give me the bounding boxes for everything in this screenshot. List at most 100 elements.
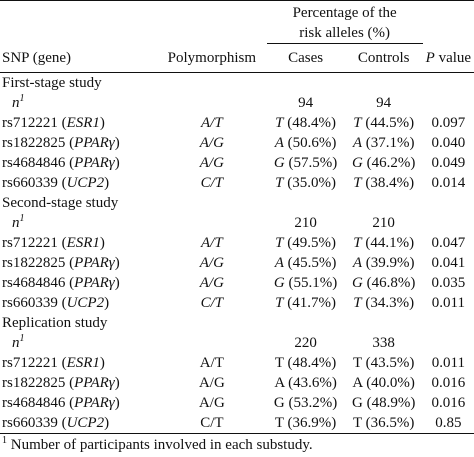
- p-value-cell: 0.041: [431, 255, 466, 271]
- snp-cell: rs1822825 (PPARγ): [2, 135, 120, 151]
- col-header-controls: Controls: [344, 43, 423, 73]
- p-value-cell: 0.016: [431, 375, 466, 391]
- section-title: Second-stage study: [2, 195, 119, 211]
- col-header-cases: Cases: [266, 43, 345, 73]
- snp-cell: rs712221 (ESR1): [2, 235, 105, 251]
- results-table: Percentage of the risk alleles (%) SNP (…: [0, 0, 474, 434]
- table-row: rs4684846 (PPARγ) A/G G (57.5%) G (46.2%) 0.…: [0, 153, 474, 173]
- p-value-cell: 0.035: [431, 275, 466, 291]
- controls-cell: A (40.0%): [352, 375, 415, 391]
- n-cases: 210: [294, 215, 317, 231]
- controls-cell: G (46.2%): [352, 155, 416, 171]
- polymorphism-cell: A/G: [199, 155, 224, 171]
- n-row: n1 210 210: [0, 213, 474, 233]
- cases-cell: T (48.4%): [275, 115, 336, 131]
- snp-cell: rs660339 (UCP2): [2, 295, 110, 311]
- section-row: Replication study: [0, 313, 474, 333]
- snp-cell: rs1822825 (PPARγ): [2, 255, 120, 271]
- cases-cell: G (53.2%): [273, 395, 338, 411]
- n-cases: 94: [298, 95, 314, 111]
- col-header-snp: SNP (gene): [0, 43, 158, 73]
- col-header-polymorphism: Polymorphism: [157, 43, 267, 73]
- n-controls: 338: [372, 335, 395, 351]
- cases-cell: T (36.9%): [266, 413, 345, 434]
- n-cases: 220: [294, 335, 317, 351]
- n-row: n1 220 338: [0, 333, 474, 353]
- table-row: rs1822825 (PPARγ) A/G A (43.6%) A (40.0%) 0.…: [0, 373, 474, 393]
- snp-cell: rs4684846 (PPARγ): [2, 155, 120, 171]
- group-header-line1: Percentage of the: [266, 0, 423, 23]
- table-row: rs712221 (ESR1) A/T T (48.4%) T (44.5%) 0.09…: [0, 113, 474, 133]
- snp-cell: rs660339 (UCP2): [2, 175, 110, 191]
- cases-cell: G (55.1%): [273, 275, 338, 291]
- controls-cell: T (34.3%): [353, 295, 415, 311]
- section-title: Replication study: [2, 315, 108, 331]
- footnote: 1 Number of participants involved in eac…: [2, 435, 313, 454]
- p-value-cell: 0.047: [431, 235, 466, 251]
- p-value-cell: 0.040: [431, 135, 466, 151]
- p-value-cell: 0.014: [431, 175, 466, 191]
- controls-cell: T (36.5%): [344, 413, 423, 434]
- p-value-cell: 0.097: [431, 115, 466, 131]
- polymorphism-cell: C/T: [157, 413, 267, 434]
- controls-cell: T (44.1%): [353, 235, 415, 251]
- polymorphism-cell: A/G: [198, 395, 225, 411]
- cases-cell: A (50.6%): [274, 135, 337, 151]
- cases-cell: T (48.4%): [274, 355, 337, 371]
- p-value-cell: 0.85: [422, 413, 474, 434]
- snp-cell: rs660339 (UCP2): [0, 413, 158, 434]
- table-row: rs712221 (ESR1) A/T T (48.4%) T (43.5%) 0.01…: [0, 353, 474, 373]
- table-row: rs712221 (ESR1) A/T T (49.5%) T (44.1%) 0.04…: [0, 233, 474, 253]
- n-controls: 210: [372, 215, 395, 231]
- polymorphism-cell: A/T: [201, 235, 223, 251]
- polymorphism-cell: A/T: [199, 355, 224, 371]
- controls-cell: T (43.5%): [352, 355, 415, 371]
- controls-cell: G (48.9%): [352, 395, 416, 411]
- table-row: rs4684846 (PPARγ) A/G G (55.1%) G (46.8%) 0.…: [0, 273, 474, 293]
- n-label: n1: [12, 93, 25, 112]
- polymorphism-cell: A/T: [201, 115, 223, 131]
- cases-cell: A (43.6%): [274, 375, 337, 391]
- p-value-cell: 0.016: [431, 395, 466, 411]
- table-row: rs660339 (UCP2) C/T T (35.0%) T (38.4%) 0.01…: [0, 173, 474, 193]
- n-label: n1: [12, 333, 25, 352]
- snp-cell: rs4684846 (PPARγ): [2, 275, 120, 291]
- controls-cell: G (46.8%): [352, 275, 416, 291]
- cases-cell: T (41.7%): [275, 295, 336, 311]
- n-row: n1 94 94: [0, 93, 474, 113]
- section-row: First-stage study: [0, 73, 474, 94]
- n-label: n1: [12, 213, 25, 232]
- section-title: First-stage study: [2, 75, 102, 91]
- polymorphism-cell: A/G: [199, 135, 224, 151]
- table-row: rs1822825 (PPARγ) A/G A (50.6%) A (37.1%) 0.…: [0, 133, 474, 153]
- p-value-cell: 0.049: [431, 155, 466, 171]
- group-header-line2: risk alleles (%): [266, 23, 423, 44]
- snp-cell: rs1822825 (PPARγ): [2, 375, 120, 391]
- col-header-p-value: P value: [422, 43, 474, 73]
- cases-cell: T (49.5%): [275, 235, 336, 251]
- snp-cell: rs712221 (ESR1): [2, 355, 105, 371]
- controls-cell: A (39.9%): [352, 255, 415, 271]
- cases-cell: T (35.0%): [275, 175, 336, 191]
- cases-cell: G (57.5%): [273, 155, 338, 171]
- table-row: rs1822825 (PPARγ) A/G A (45.5%) A (39.9%) 0.…: [0, 253, 474, 273]
- p-value-cell: 0.011: [431, 295, 465, 311]
- polymorphism-cell: C/T: [200, 295, 224, 311]
- table-row: rs4684846 (PPARγ) A/G G (53.2%) G (48.9%) 0.…: [0, 393, 474, 413]
- polymorphism-cell: A/G: [199, 275, 224, 291]
- section-row: Second-stage study: [0, 193, 474, 213]
- p-value-cell: 0.011: [431, 355, 465, 371]
- snp-cell: rs712221 (ESR1): [2, 115, 105, 131]
- polymorphism-cell: A/G: [198, 375, 225, 391]
- polymorphism-cell: A/G: [199, 255, 224, 271]
- n-controls: 94: [376, 95, 392, 111]
- table-row: rs660339 (UCP2) C/T T (36.9%) T (36.5%) 0.85: [0, 413, 474, 434]
- controls-cell: A (37.1%): [352, 135, 415, 151]
- table-row: rs660339 (UCP2) C/T T (41.7%) T (34.3%) 0.01…: [0, 293, 474, 313]
- snp-cell: rs4684846 (PPARγ): [2, 395, 120, 411]
- cases-cell: A (45.5%): [274, 255, 337, 271]
- controls-cell: T (38.4%): [353, 175, 415, 191]
- polymorphism-cell: C/T: [200, 175, 224, 191]
- controls-cell: T (44.5%): [353, 115, 415, 131]
